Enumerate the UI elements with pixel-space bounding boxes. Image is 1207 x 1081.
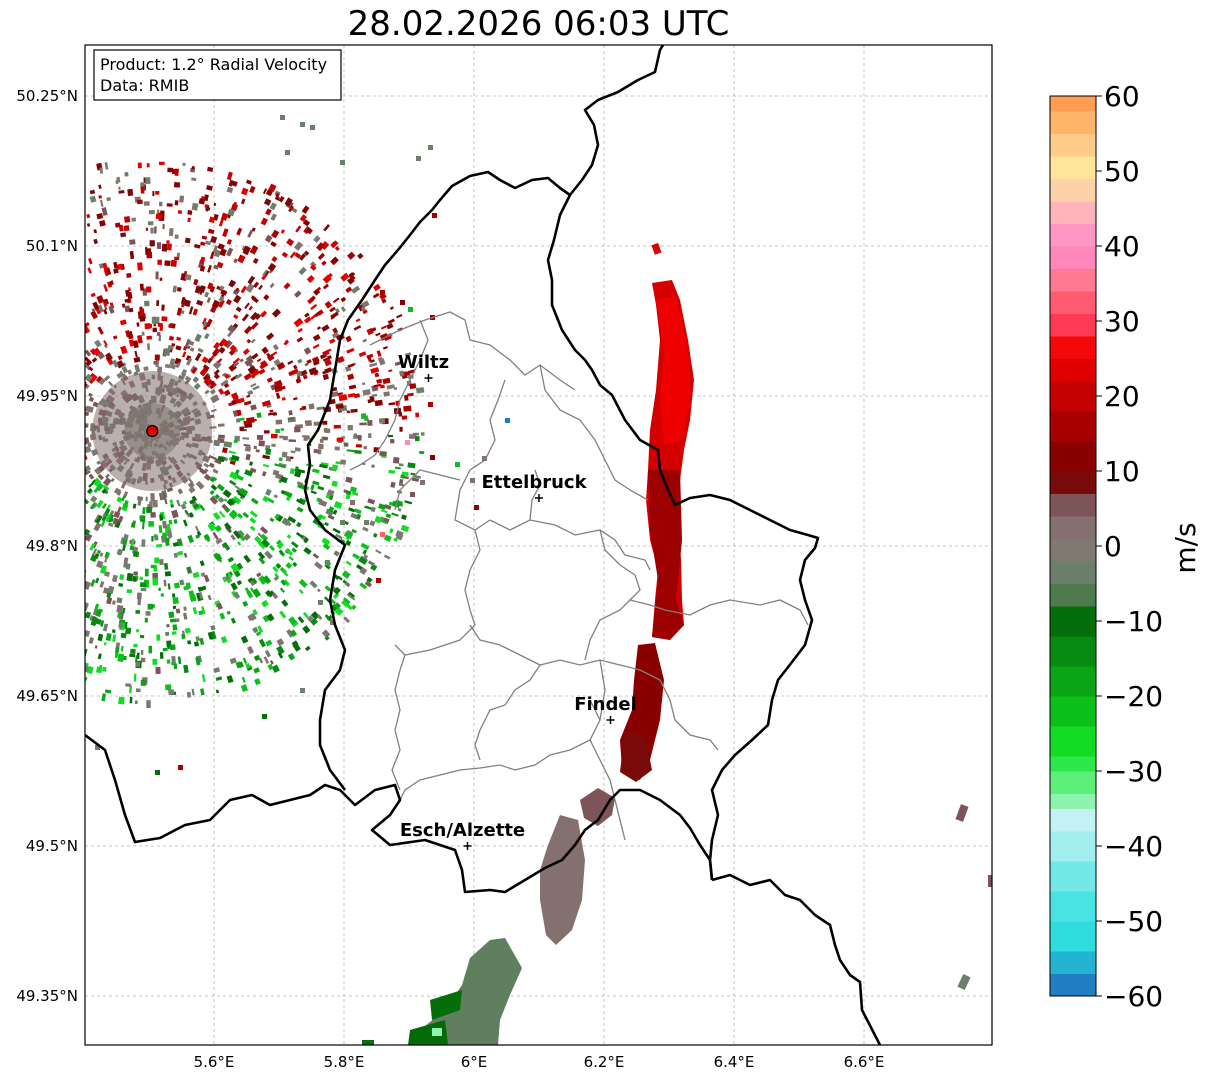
radar-site-marker [146, 424, 159, 438]
colorbar-tick-label: −40 [1104, 830, 1163, 863]
x-tick-label: 6.4°E [714, 1053, 755, 1071]
city-markers: Wiltz Ettelbruck Findel Esch/Alzette [398, 352, 637, 850]
colorbar-band [1050, 381, 1096, 412]
colorbar-band [1050, 358, 1096, 382]
colorbar-band [1050, 756, 1096, 772]
city-label: Esch/Alzette [400, 820, 525, 841]
city-label: Findel [574, 694, 637, 715]
city-marker: Ettelbruck [481, 472, 588, 502]
colorbar-band [1050, 111, 1096, 134]
colorbar-tick-label: −30 [1104, 755, 1163, 788]
colorbar-band [1050, 891, 1096, 922]
colorbar-tick-label: 10 [1104, 455, 1140, 488]
info-box: Product: 1.2° Radial Velocity Data: RMIB [93, 49, 342, 101]
radar-clutter-field [85, 161, 425, 709]
colorbar-tick-label: −20 [1104, 680, 1163, 713]
colorbar-tick-label: 60 [1104, 80, 1140, 113]
colorbar-band [1050, 973, 1096, 997]
map-frame [84, 44, 993, 1046]
colorbar-tick-label: 50 [1104, 155, 1140, 188]
colorbar-ticks: 60 50 40 30 20 10 0 −10 −20 −30 −40 −50 −60 [1096, 80, 1163, 1013]
x-tick-label: 5.6°E [194, 1053, 235, 1071]
negative-velocity-band [362, 938, 971, 1045]
x-tick-label: 6.2°E [584, 1053, 625, 1071]
colorbar-band [1050, 561, 1096, 584]
colorbar-band [1050, 471, 1096, 494]
colorbar-band [1050, 793, 1096, 809]
colorbar-band [1050, 133, 1096, 157]
city-marker: Esch/Alzette [400, 820, 525, 850]
colorbar-band [1050, 921, 1096, 952]
y-tick-label: 50.1°N [26, 237, 78, 255]
colorbar [1050, 96, 1096, 997]
colorbar-band [1050, 493, 1096, 517]
latitude-axis: 50.25°N 50.1°N 49.95°N 49.8°N 49.65°N 49.5°N 4… [16, 87, 78, 1005]
colorbar-band [1050, 441, 1096, 472]
x-tick-label: 6.6°E [844, 1053, 885, 1071]
info-source: Data: RMIB [100, 76, 189, 95]
colorbar-band [1050, 291, 1096, 314]
colorbar-band [1050, 223, 1096, 247]
colorbar-band [1050, 636, 1096, 667]
colorbar-band [1050, 516, 1096, 539]
scattered-echoes [95, 115, 510, 775]
colorbar-band [1050, 696, 1096, 727]
map-background [85, 45, 992, 1045]
colorbar-band [1050, 583, 1096, 607]
city-marker: Findel [574, 694, 637, 724]
colorbar-band [1050, 313, 1096, 337]
colorbar-tick-label: 40 [1104, 230, 1140, 263]
colorbar-band [1050, 538, 1096, 562]
y-tick-label: 49.8°N [26, 537, 78, 555]
city-marker: Wiltz [398, 352, 449, 382]
canton-borders [349, 311, 809, 841]
colorbar-band [1050, 268, 1096, 292]
y-tick-label: 49.65°N [16, 687, 78, 705]
longitude-axis: 5.6°E 5.8°E 6°E 6.2°E 6.4°E 6.6°E [194, 1053, 885, 1071]
colorbar-band [1050, 831, 1096, 862]
colorbar-band [1050, 951, 1096, 974]
colorbar-band [1050, 156, 1096, 179]
country-borders [85, 45, 882, 1045]
y-tick-label: 49.5°N [26, 837, 78, 855]
colorbar-band [1050, 808, 1096, 832]
map-title: 28.02.2026 06:03 UTC [347, 4, 730, 44]
colorbar-band [1050, 178, 1096, 202]
info-product: Product: 1.2° Radial Velocity [100, 55, 327, 74]
city-label: Wiltz [398, 352, 449, 373]
colorbar-band [1050, 201, 1096, 224]
colorbar-band [1050, 861, 1096, 892]
colorbar-band [1050, 666, 1096, 697]
colorbar-band [1050, 606, 1096, 637]
colorbar-band [1050, 246, 1096, 269]
colorbar-tick-label: −10 [1104, 605, 1163, 638]
colorbar-band [1050, 411, 1096, 442]
x-tick-label: 6°E [461, 1053, 488, 1071]
y-tick-label: 49.95°N [16, 387, 78, 405]
colorbar-tick-label: 0 [1104, 530, 1122, 563]
radar-echoes [85, 115, 992, 1045]
y-tick-label: 49.35°N [16, 987, 78, 1005]
colorbar-tick-label: −60 [1104, 980, 1163, 1013]
colorbar-tick-label: −50 [1104, 905, 1163, 938]
colorbar-tick-label: 20 [1104, 380, 1140, 413]
colorbar-tick-label: 30 [1104, 305, 1140, 338]
colorbar-band [1050, 771, 1096, 794]
x-tick-label: 5.8°E [324, 1053, 365, 1071]
colorbar-band [1050, 336, 1096, 359]
colorbar-band [1050, 96, 1096, 112]
y-tick-label: 50.25°N [16, 87, 78, 105]
colorbar-unit-label: m/s [1169, 522, 1202, 573]
red-velocity-band [620, 242, 694, 782]
colorbar-band [1050, 726, 1096, 757]
city-label: Ettelbruck [481, 472, 587, 493]
